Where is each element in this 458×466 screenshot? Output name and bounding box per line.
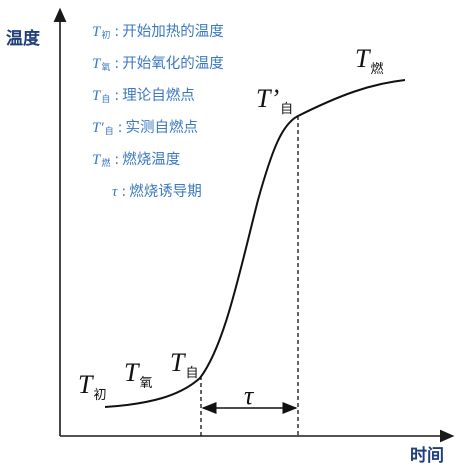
legend-symbol: T氧 (92, 56, 111, 73)
legend-item: T氧 : 开始氧化的温度 (92, 54, 224, 86)
legend-symbol: T′自 (92, 120, 114, 137)
label-t-burn: T燃 (355, 44, 384, 77)
legend-item: T初 : 开始加热的温度 (92, 22, 224, 54)
temperature-curve (104, 79, 406, 408)
x-axis-label: 时间 (410, 446, 444, 465)
legend-text: 理论自燃点 (122, 88, 195, 104)
y-axis-label: 温度 (6, 29, 40, 48)
legend-text: 开始氧化的温度 (122, 56, 224, 72)
label-tau: τ (244, 381, 254, 410)
legend-text: 燃烧诱导期 (129, 184, 202, 200)
legend-symbol: T初 (92, 24, 111, 41)
legend-symbol: T自 (92, 88, 111, 105)
legend-item: T自 : 理论自燃点 (92, 86, 224, 118)
legend-text: 燃烧温度 (122, 152, 181, 168)
legend-item: τ : 燃烧诱导期 (112, 184, 202, 200)
label-t-self: T自 (170, 348, 199, 381)
legend-symbol: τ (112, 184, 118, 200)
legend-text: 实测自燃点 (125, 120, 199, 136)
legend-item: T燃 : 燃烧温度 (92, 150, 224, 182)
legend: T初 : 开始加热的温度 T氧 : 开始氧化的温度 T自 : 理论自燃点 T′自… (92, 22, 224, 214)
legend-symbol: T燃 (92, 152, 111, 169)
label-t-initial: T初 (78, 370, 107, 403)
legend-text: 开始加热的温度 (122, 24, 224, 40)
label-t-oxidation: T氧 (124, 358, 153, 391)
label-t-self-measured: T’自 (256, 84, 294, 117)
legend-item: T′自 : 实测自燃点 (92, 118, 224, 150)
